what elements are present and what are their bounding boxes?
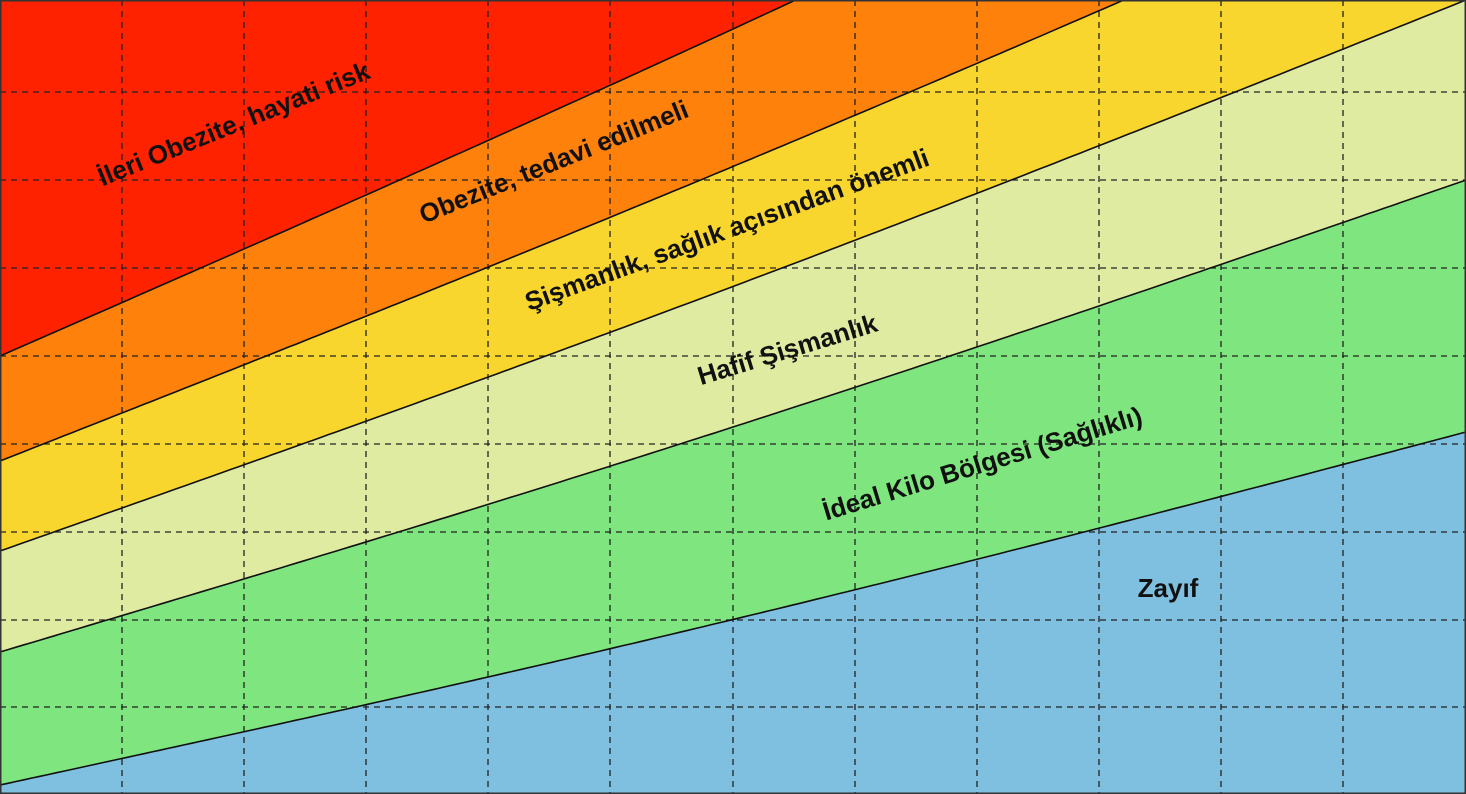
band-4 <box>0 0 1124 461</box>
band-boundary-4 <box>0 0 798 357</box>
band-boundary-2 <box>0 0 1466 552</box>
band-label-0: Zayıf <box>1138 573 1199 603</box>
band-boundary-1 <box>0 179 1466 653</box>
band-5 <box>0 0 796 356</box>
band-0 <box>0 432 1466 794</box>
band-boundary-0 <box>0 431 1466 786</box>
band-boundary-3 <box>0 0 1126 462</box>
